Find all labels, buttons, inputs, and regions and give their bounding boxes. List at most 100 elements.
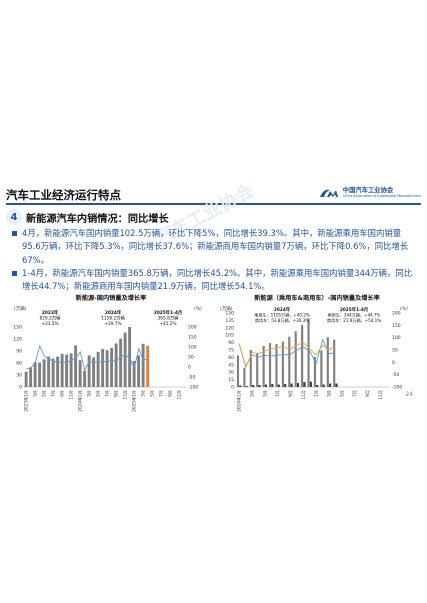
annotation-line: 乘用车：344万辆，+44.7%: [328, 312, 381, 318]
y-tick-label-right: 0: [188, 365, 191, 371]
y-tick-label-left: 105: [225, 333, 234, 339]
bar: [335, 383, 338, 387]
bar: [137, 355, 141, 387]
bar: [245, 386, 248, 387]
y-tick-label-right: -50: [392, 372, 399, 378]
bar: [258, 385, 261, 387]
bar: [313, 356, 317, 387]
y-tick-label-left: 15: [228, 377, 234, 383]
x-tick-label: 2024年1月: [236, 390, 243, 412]
bar: [239, 385, 242, 387]
bar: [123, 332, 127, 387]
section-title: 新能源汽车内销情况：同比增长: [26, 210, 169, 225]
x-tick-label: 3月: [141, 390, 147, 397]
x-tick-label: 1月: [314, 390, 320, 397]
bar: [38, 362, 42, 387]
x-tick-label: 7月: [352, 390, 358, 397]
y-tick-label-left: 45: [228, 362, 234, 368]
x-tick-label: 3月: [87, 390, 93, 397]
y-tick-label-left: 120: [225, 325, 234, 331]
y-tick-label-right: 50: [188, 355, 194, 361]
y-tick-label-right: 200: [188, 325, 197, 331]
annotation-line: +33.5%: [41, 321, 58, 327]
y-tick-label-right: 0: [392, 360, 395, 366]
y-tick-label-left: 90: [16, 349, 22, 355]
annotation: 2024年 乘用车：1105万辆，+40.2% 商用车：53.8万辆，+30.3…: [254, 306, 310, 323]
bar: [146, 345, 150, 387]
page-title: 汽车工业经济运行特点: [6, 188, 121, 202]
bar: [333, 339, 336, 387]
y-tick-label-right: -100: [392, 385, 402, 391]
x-tick-label: 9月: [365, 390, 371, 397]
bar: [29, 367, 33, 387]
bar: [42, 359, 46, 387]
bar: [24, 371, 28, 387]
bar: [60, 353, 64, 387]
y-tick-label-right: 150: [392, 323, 401, 329]
y-tick-label-right: 100: [392, 335, 401, 341]
annotation-label: 2024年: [105, 309, 122, 316]
chart-title: 新能源（乘用车&商用车）-国内销量及增长率: [254, 294, 380, 302]
y-tick-label-left: 75: [228, 348, 234, 354]
y-tick-label-right: 200: [392, 311, 401, 317]
bar: [119, 338, 123, 387]
annotation: 2023年 829.2万辆 +33.5%: [40, 309, 62, 327]
bullet-item: 4月，新能源汽车国内销量102.5万辆，环比下降5%，同比增长39.3%。其中，…: [12, 227, 416, 267]
bar: [316, 385, 319, 387]
bar: [236, 355, 240, 387]
bar: [128, 327, 132, 387]
bar: [101, 349, 105, 387]
y-tick-label-left: 60: [228, 355, 234, 361]
x-tick-label: 9月: [168, 390, 174, 397]
y-tick-label-right: -50: [188, 375, 195, 381]
annotation-line: 商用车：53.8万辆，+30.3%: [255, 317, 309, 323]
y-tick-label-right: 100: [188, 345, 197, 351]
x-tick-label: 5月: [42, 390, 48, 397]
annotation: 2025年1-4月 365.8万辆 +45.2%: [154, 309, 182, 327]
x-tick-label: 2025年1月: [131, 390, 138, 412]
x-tick-label: 7月: [159, 390, 165, 397]
page-number: 24: [405, 391, 413, 398]
x-tick-label: 9月: [60, 390, 66, 397]
x-tick-label: 7月: [51, 390, 57, 397]
bullet-text: 4月，新能源汽车国内销量102.5万辆，环比下降5%，同比增长39.3%。其中，…: [22, 228, 409, 265]
bar: [264, 384, 268, 387]
logo-text-cn: 中国汽车工业协会: [342, 186, 394, 194]
x-tick-label: 11月: [301, 390, 307, 400]
section-subtitle: 同比增长: [127, 213, 169, 225]
annotation-label: 2025年1-4月: [340, 306, 368, 313]
bar: [256, 352, 259, 387]
bar: [110, 347, 114, 387]
y-tick-label-right: 50: [392, 348, 398, 354]
x-tick-label: 11月: [69, 390, 75, 400]
x-tick-label: 7月: [105, 390, 111, 397]
bar: [284, 384, 287, 387]
logo-text-en: China Association of Automobile Manufact…: [342, 194, 421, 198]
series-line: [26, 344, 148, 372]
y-tick-label-left: 0: [19, 385, 22, 391]
y-tick-label-left: 135: [225, 318, 234, 324]
y-tick-label-left: 150: [225, 311, 234, 317]
bar: [288, 336, 291, 387]
chart-title: 新能源-国内销量及增长率: [76, 294, 147, 302]
bar: [114, 343, 118, 387]
bar: [249, 350, 252, 387]
x-tick-label: 3月: [33, 390, 39, 397]
y-tick-label-right: -100: [188, 385, 198, 391]
bar: [65, 354, 69, 387]
section-heading: 4 新能源汽车内销情况：同比增长: [6, 207, 169, 227]
bar: [262, 346, 265, 387]
bar: [74, 345, 78, 387]
bar: [69, 353, 73, 387]
x-tick-label: 11月: [123, 390, 129, 400]
y-tick-label-left: 90: [228, 340, 234, 346]
x-tick-label: 5月: [150, 390, 156, 397]
header-divider: [6, 203, 421, 205]
y-axis-unit-left: (万辆): [220, 305, 233, 312]
x-tick-label: 5月: [339, 390, 345, 397]
y-axis-unit-right: (%): [194, 306, 202, 312]
bar: [329, 383, 332, 387]
annotation-line: 365.8万辆: [158, 315, 180, 322]
bar: [51, 358, 55, 387]
bar: [322, 384, 325, 387]
